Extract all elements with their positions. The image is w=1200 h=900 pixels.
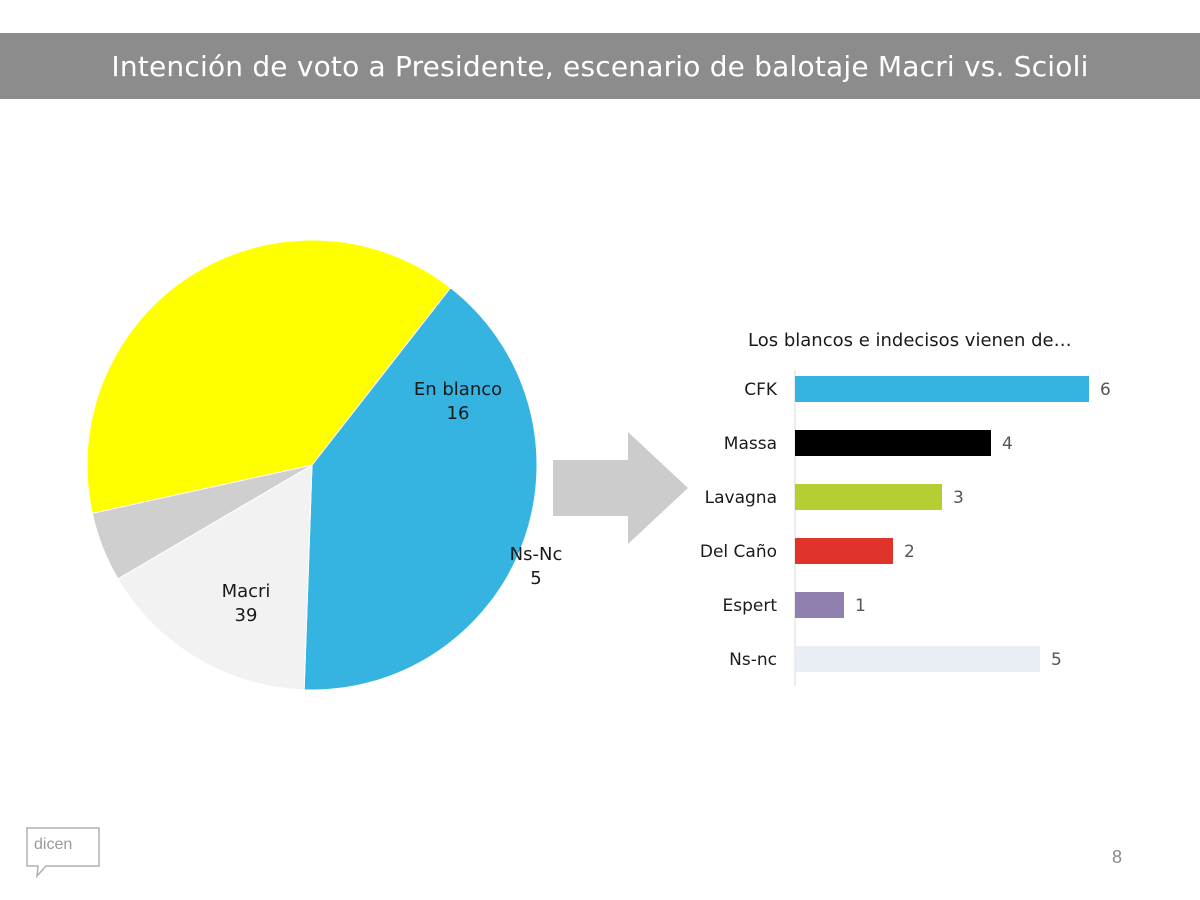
bar-category-ns-nc: Ns-nc <box>729 650 777 670</box>
logo-text: dicen <box>34 836 73 853</box>
dicen-logo <box>26 827 100 878</box>
bar-category-massa: Massa <box>724 434 777 454</box>
bar-del-caño <box>795 538 893 564</box>
bar-value-ns-nc: 5 <box>1051 650 1062 670</box>
pie-label-macri: Macri <box>222 581 271 602</box>
bar-lavagna <box>795 484 942 510</box>
pie-value-ns-nc: 5 <box>530 568 541 589</box>
page-title: Intención de voto a Presidente, escenari… <box>111 49 1089 83</box>
bar-category-cfk: CFK <box>744 380 778 400</box>
bar-ns-nc <box>795 646 1040 672</box>
bar-massa <box>795 430 991 456</box>
bar-value-lavagna: 3 <box>953 488 964 508</box>
pie-value-macri: 39 <box>235 605 258 626</box>
pie-label-en-blanco: En blanco <box>414 379 502 400</box>
pie-value-en-blanco: 16 <box>447 403 470 424</box>
bar-value-del-caño: 2 <box>904 542 915 562</box>
pie-slice-en-blanco <box>117 464 313 691</box>
bar-chart-title: Los blancos e indecisos vienen de… <box>748 330 1072 351</box>
bar-value-cfk: 6 <box>1100 380 1111 400</box>
bar-category-del-caño: Del Caño <box>700 542 777 562</box>
page-number: 8 <box>1112 847 1123 867</box>
bar-cfk <box>795 376 1089 402</box>
bar-category-espert: Espert <box>722 596 777 616</box>
bar-espert <box>795 592 844 618</box>
pie-slice-scioli <box>303 286 538 691</box>
bar-value-espert: 1 <box>855 596 866 616</box>
bar-category-lavagna: Lavagna <box>705 488 777 508</box>
title-banner: Intención de voto a Presidente, escenari… <box>0 33 1200 99</box>
origin-bar-chart: CFK 6 Massa 4 Lavagna 3 Del Caño 2 Espert 1 Ns-nc 5 <box>700 370 1111 686</box>
pie-slice-macri <box>86 239 452 514</box>
pie-label-ns-nc: Ns-Nc <box>510 544 563 565</box>
arrow-icon <box>553 432 688 544</box>
bar-value-massa: 4 <box>1002 434 1013 454</box>
